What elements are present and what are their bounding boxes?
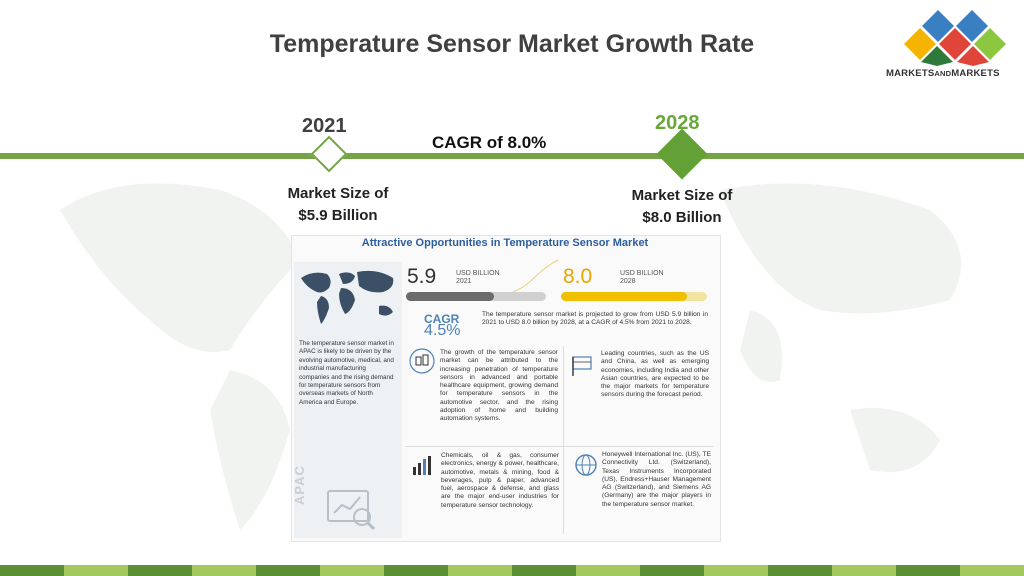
country-flag-icon xyxy=(572,356,592,376)
unit-2021: USD BILLION 2021 xyxy=(456,270,500,285)
panel-divider-horizontal xyxy=(405,446,713,447)
slide-title: Temperature Sensor Market Growth Rate xyxy=(269,30,755,58)
world-map-background xyxy=(60,183,962,530)
bar-2028-fill xyxy=(561,292,687,301)
end-year: 2028 xyxy=(655,112,700,134)
growth-drivers-text: The growth of the temperature sensor mar… xyxy=(440,349,558,423)
apac-description: The temperature sensor market in APAC is… xyxy=(299,340,394,406)
world-map-icon xyxy=(301,270,394,324)
analytics-magnifier-icon xyxy=(327,490,376,531)
brand-name: MARKETSANDMARKETS xyxy=(886,68,1000,79)
value-2028: 8.0 xyxy=(563,265,593,288)
leading-countries-text: Leading countries, such as the US and Ch… xyxy=(601,350,709,399)
apac-label: APAC xyxy=(292,465,307,505)
marketsandmarkets-logo-icon xyxy=(904,10,1006,66)
start-market-size: Market Size of $5.9 Billion xyxy=(287,185,389,224)
footer-stripes xyxy=(0,565,1024,576)
panel-divider-vertical xyxy=(563,346,564,534)
summary-text: The temperature sensor market is project… xyxy=(482,311,708,327)
cagr-label: CAGR of 8.0% xyxy=(432,133,547,152)
bar-2021-fill xyxy=(406,292,494,301)
infographic-title: Attractive Opportunities in Temperature … xyxy=(361,237,649,249)
unit-2028: USD BILLION 2028 xyxy=(620,270,664,285)
bar-chart-icon xyxy=(413,456,431,475)
panel-cagr-value: 4.5% xyxy=(424,322,461,339)
end-user-industries-text: Chemicals, oil & gas, consumer electroni… xyxy=(441,452,559,509)
major-players-text: Honeywell International Inc. (US), TE Co… xyxy=(602,451,711,508)
value-2021: 5.9 xyxy=(407,265,437,288)
end-market-size: Market Size of $8.0 Billion xyxy=(631,187,733,226)
globe-icon xyxy=(575,454,597,476)
sensor-devices-icon xyxy=(409,348,435,374)
panel-cagr-label: CAGR xyxy=(424,312,460,326)
start-year: 2021 xyxy=(302,115,347,137)
timeline-line xyxy=(0,153,1024,159)
